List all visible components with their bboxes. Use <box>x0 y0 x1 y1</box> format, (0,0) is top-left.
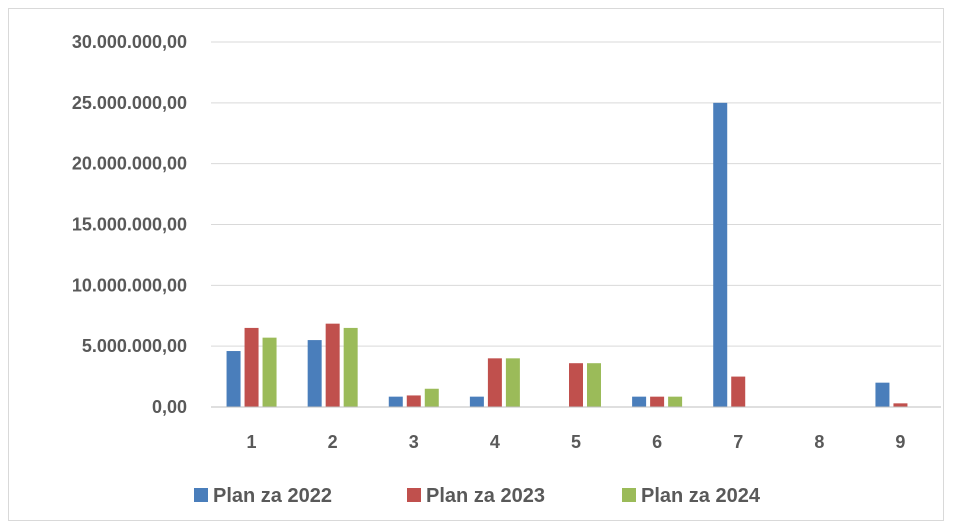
x-tick-label: 6 <box>652 432 662 452</box>
bar-plan-za-2023-cat-9 <box>893 403 908 407</box>
bar-chart: 0,00 5.000.000,00 10.000.000,00 15.000.000,… <box>72 32 941 507</box>
bar-plan-za-2023-cat-7 <box>731 376 746 407</box>
x-tick-label: 1 <box>247 432 257 452</box>
legend: Plan za 2022 Plan za 2023 Plan za 2024 <box>194 485 761 507</box>
y-tick-label: 0,00 <box>152 397 187 417</box>
x-tick-label: 8 <box>814 432 824 452</box>
x-tick-label: 5 <box>571 432 581 452</box>
legend-swatch <box>622 488 636 502</box>
bar-plan-za-2024-cat-3 <box>424 388 439 407</box>
bar-plan-za-2022-cat-9 <box>875 382 890 407</box>
x-tick-label: 7 <box>733 432 743 452</box>
gridlines <box>211 41 941 347</box>
x-tick-label: 3 <box>409 432 419 452</box>
bar-plan-za-2022-cat-4 <box>469 396 484 407</box>
y-tick-label: 15.000.000,00 <box>72 215 187 235</box>
x-tick-label: 2 <box>328 432 338 452</box>
y-tick-label: 5.000.000,00 <box>82 336 187 356</box>
bar-plan-za-2024-cat-4 <box>505 358 520 407</box>
bar-plan-za-2022-cat-1 <box>226 351 241 407</box>
legend-swatch <box>407 488 421 502</box>
legend-label: Plan za 2023 <box>426 485 545 507</box>
bar-plan-za-2022-cat-6 <box>632 396 647 407</box>
bars <box>226 102 908 407</box>
chart-frame: 0,00 5.000.000,00 10.000.000,00 15.000.000,… <box>8 8 944 521</box>
bar-plan-za-2023-cat-4 <box>487 358 502 407</box>
x-axis-tick-labels: 1 2 3 4 5 6 7 8 9 <box>247 432 906 452</box>
x-tick-label: 9 <box>895 432 905 452</box>
legend-item-plan-za-2023: Plan za 2023 <box>407 485 545 507</box>
y-tick-label: 10.000.000,00 <box>72 275 187 295</box>
y-tick-label: 20.000.000,00 <box>72 154 187 174</box>
legend-swatch <box>194 488 208 502</box>
y-tick-label: 30.000.000,00 <box>72 32 187 52</box>
bar-plan-za-2023-cat-2 <box>325 323 340 407</box>
bar-plan-za-2024-cat-5 <box>587 363 601 407</box>
bar-plan-za-2023-cat-1 <box>244 327 259 407</box>
x-tick-label: 4 <box>490 432 500 452</box>
legend-label: Plan za 2022 <box>213 485 332 507</box>
legend-item-plan-za-2024: Plan za 2024 <box>622 485 761 507</box>
bar-plan-za-2023-cat-3 <box>406 395 421 407</box>
legend-item-plan-za-2022: Plan za 2022 <box>194 485 332 507</box>
bar-plan-za-2022-cat-7 <box>713 102 728 407</box>
bar-plan-za-2024-cat-1 <box>262 337 277 407</box>
legend-label: Plan za 2024 <box>641 485 761 507</box>
bar-plan-za-2023-cat-6 <box>650 396 665 407</box>
bar-plan-za-2022-cat-2 <box>307 340 322 407</box>
bar-plan-za-2022-cat-3 <box>388 396 403 407</box>
y-axis-tick-labels: 0,00 5.000.000,00 10.000.000,00 15.000.000,… <box>72 32 187 417</box>
bar-plan-za-2024-cat-6 <box>668 396 683 407</box>
y-tick-label: 25.000.000,00 <box>72 93 187 113</box>
bar-plan-za-2024-cat-2 <box>343 327 358 407</box>
bar-plan-za-2023-cat-5 <box>569 363 583 407</box>
